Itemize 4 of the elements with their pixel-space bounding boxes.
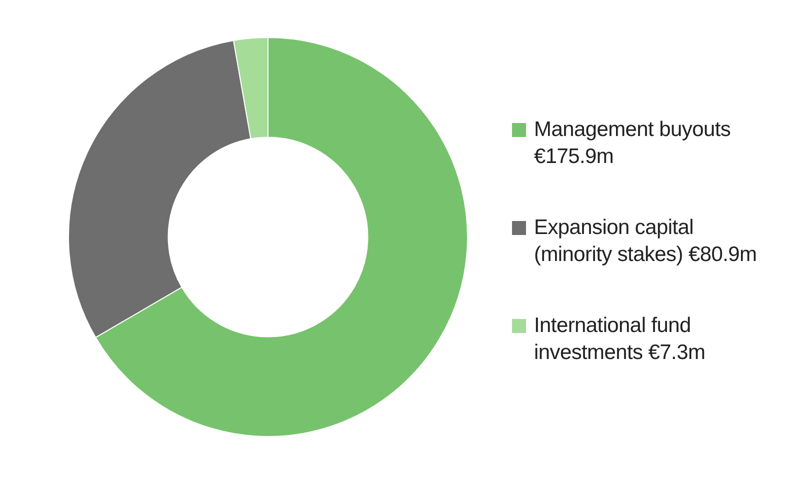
data-label: €175.9m	[534, 145, 614, 168]
legend-label: Expansion capital (minority stakes) €80.9m	[534, 215, 758, 268]
legend-label: International fund investments €7.3m	[534, 313, 706, 366]
legend-label: Management buyouts	[534, 118, 731, 141]
